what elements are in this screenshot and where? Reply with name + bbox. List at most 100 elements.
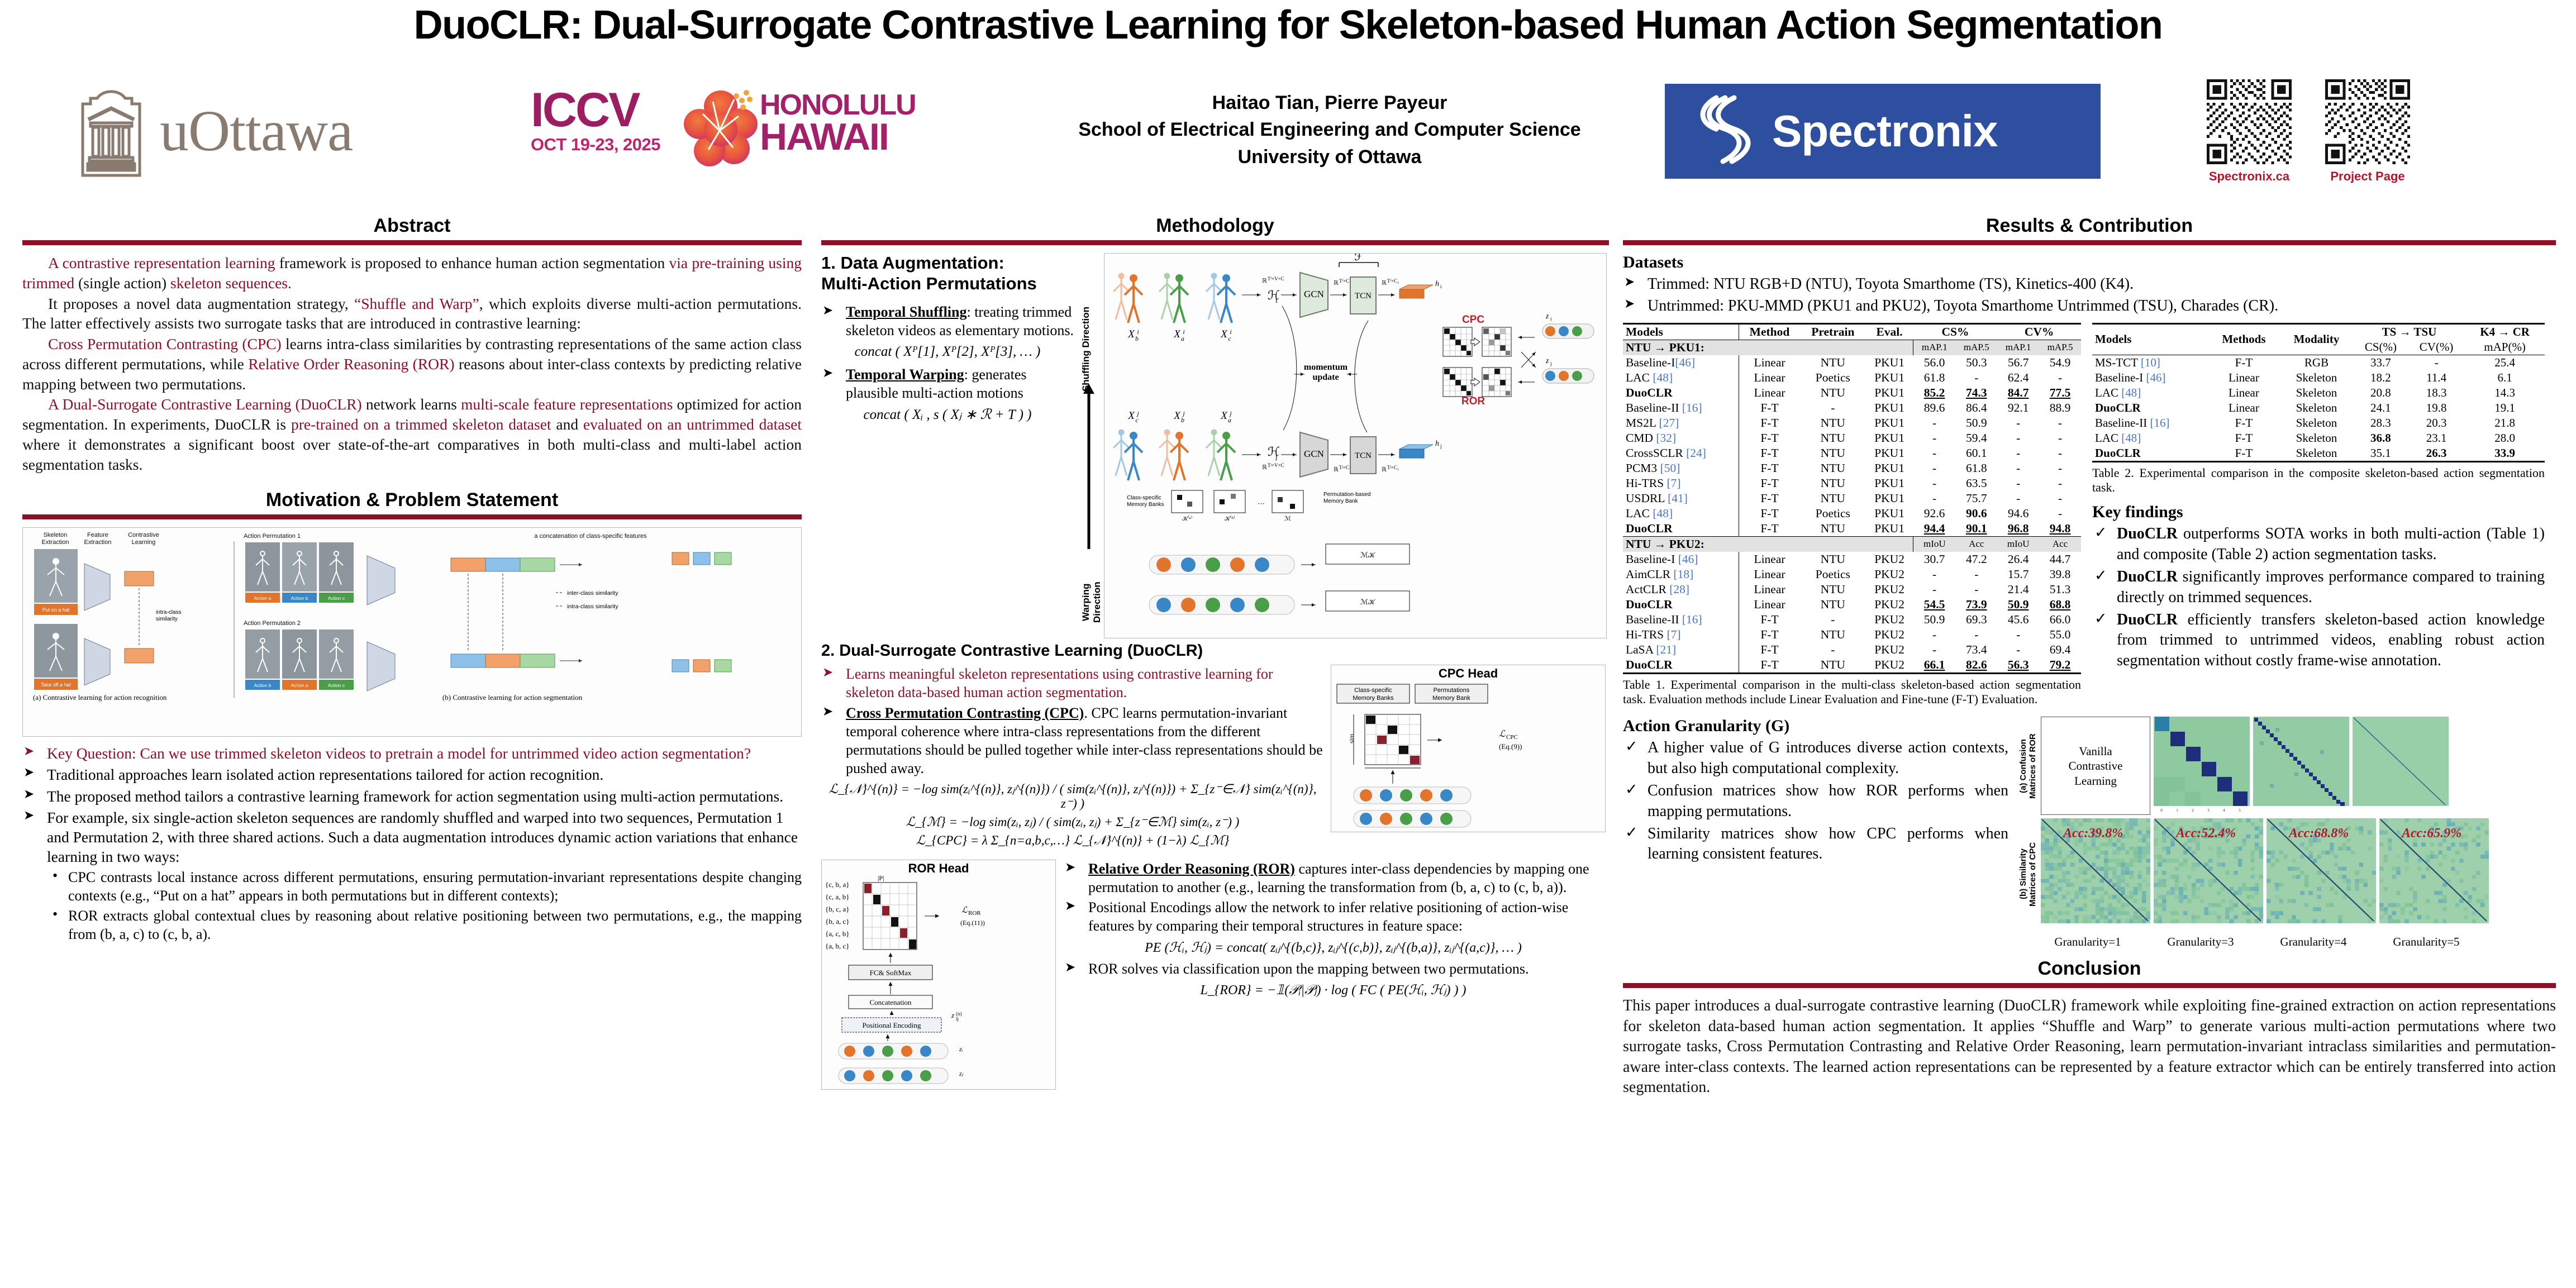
table-cell-model: Baseline-I (1626, 355, 1675, 369)
table-cell-model-wrap: USDRL [41] (1623, 491, 1739, 506)
table-cell-reference[interactable]: [10] (2140, 355, 2160, 369)
table-cell-model: Baseline-II (2095, 416, 2150, 430)
qr-block-project[interactable]: Project Page (2325, 79, 2410, 184)
table-cell-reference[interactable]: [48] (1653, 370, 1673, 384)
table-cell-model: CrossSCLR (1626, 446, 1687, 460)
cpc-text: . CPC learns permutation-invariant tempo… (846, 704, 1323, 777)
table-row: LAC [48] F-T Skeleton 36.8 23.1 28.0 (2092, 431, 2545, 446)
table-metric-header: mAP.5 (2047, 342, 2073, 353)
table-cell-value: - (1974, 370, 1979, 384)
table-row: MS-TCT [10] F-T RGB 33.7 - 25.4 (2092, 355, 2545, 370)
svg-text:c: c (1228, 335, 1231, 342)
divider-rule (1623, 983, 2556, 989)
similarity-matrix-2 (2154, 818, 2263, 924)
table-cell-reference[interactable]: [24] (1686, 446, 1706, 460)
table-cell-reference[interactable]: [7] (1666, 627, 1681, 641)
datasets-list: Trimmed: NTU RGB+D (NTU), Toyota Smartho… (1623, 274, 2556, 316)
conclusion-text: This paper introduces a dual-surrogate c… (1623, 997, 2556, 1096)
table-cell-value: - (1932, 491, 1937, 505)
svg-text:Tⁱ×C₂: Tⁱ×C₂ (1387, 278, 1399, 284)
table-cell-reference[interactable]: [16] (1682, 400, 1702, 414)
abstract-run: optimized for action segmentation. In ex… (22, 395, 802, 433)
svg-text:𝒦⁽ᵃ⁾: 𝒦⁽ᵃ⁾ (1182, 514, 1192, 522)
svg-text:j: j (1275, 452, 1278, 461)
svg-text:X: X (1127, 328, 1135, 340)
table-cell-reference[interactable]: [46] (1678, 552, 1698, 566)
shuffling-direction-label: Shuffling Direction (1080, 307, 1091, 392)
qr-block-spectronix[interactable]: Spectronix.ca (2207, 79, 2292, 184)
table-cell-reference[interactable]: [16] (2150, 416, 2170, 430)
table-cell-reference[interactable]: [18] (1673, 567, 1694, 581)
table-cell-value: 56.0 (1923, 355, 1945, 369)
table-cell-reference[interactable]: [7] (1666, 476, 1681, 490)
svg-text:j: j (1229, 409, 1232, 417)
table-cell-value: 35.1 (2370, 446, 2391, 460)
svg-text:a: a (1181, 335, 1184, 342)
table-cell-model: LaSA (1626, 642, 1656, 656)
table-metric-header: mIoU (2007, 538, 2030, 550)
table-cell-reference[interactable]: [27] (1659, 416, 1679, 430)
table-cell-reference[interactable]: [46] (2146, 370, 2166, 384)
svg-text:intra-class: intra-class (156, 609, 182, 616)
table-cell-value: - (1974, 582, 1979, 596)
similarity-matrix-cell: Acc:39.8% (2041, 818, 2150, 933)
iccv-date: OCT 19-23, 2025 (531, 135, 661, 155)
table-cell-pretrain: NTU (1820, 552, 1845, 566)
svg-text:(a) Contrastive learning for a: (a) Contrastive learning for action reco… (33, 693, 167, 702)
ror-head-title: ROR Head (908, 861, 969, 875)
divider-rule (22, 514, 802, 520)
table-cell-value: 90.1 (1965, 521, 1987, 535)
table-cell-reference[interactable]: [48] (2121, 385, 2141, 399)
svg-text:Action a: Action a (254, 595, 272, 601)
abstract-run: framework is proposed to enhance human a… (275, 254, 669, 271)
svg-text:a: a (1228, 416, 1231, 424)
th-cs-pct: CS(%) (2364, 340, 2397, 354)
table-cell-value: - (2058, 491, 2063, 505)
table-cell-reference[interactable]: [16] (1682, 612, 1702, 626)
confusion-matrix-g5 (2353, 717, 2449, 807)
table-cell-reference[interactable]: [28] (1669, 582, 1690, 596)
granularity-bullet: Confusion matrices show how ROR performs… (1623, 780, 2008, 822)
accuracy-annotation: Acc:52.4% (2176, 826, 2236, 841)
qr-code-icon[interactable] (2207, 79, 2292, 164)
svg-text:𝒦⁽ᵇ⁾: 𝒦⁽ᵇ⁾ (1225, 514, 1235, 522)
table-cell-reference[interactable]: [46] (1675, 355, 1696, 369)
author-university: University of Ottawa (1237, 146, 1422, 168)
table-cell-reference[interactable]: [32] (1656, 431, 1677, 445)
divider-rule (22, 240, 802, 245)
table-cell-reference[interactable]: [48] (1653, 506, 1673, 520)
table-cell-reference[interactable]: [41] (1668, 491, 1688, 505)
table-cell-reference[interactable]: [48] (2121, 431, 2141, 445)
svg-text:Permutation-based: Permutation-based (1323, 492, 1371, 498)
table-row: AimCLR [18] Linear Poetics PKU2- -15.7 39.8 (1623, 566, 2081, 582)
svg-text:Positional Encoding: Positional Encoding (862, 1021, 921, 1029)
svg-text:GCN: GCN (1304, 289, 1324, 299)
svg-text:j: j (1550, 361, 1552, 366)
method-bullet-learns-representations: Learns meaningful skeleton representatio… (821, 664, 1324, 702)
row-a-label: (a) Confusion Matrices of ROR (2018, 734, 2037, 799)
svg-text:ℋ: ℋ (1268, 445, 1280, 459)
th-map-pct: mAP(%) (2484, 340, 2526, 354)
abstract-highlight: A contrastive representation learning (48, 254, 275, 271)
svg-text:i: i (1230, 328, 1231, 336)
accuracy-annotation: Acc:39.8% (2063, 826, 2123, 841)
svg-text:update: update (1312, 373, 1339, 382)
th-models: Models (2095, 332, 2132, 346)
table-cell-method: F-T (1738, 521, 1801, 537)
table-cell-pretrain: NTU (1820, 446, 1845, 460)
svg-text:FC& SoftMax: FC& SoftMax (870, 969, 912, 977)
table-cell-reference[interactable]: [21] (1656, 642, 1677, 656)
svg-text:momentum: momentum (1304, 362, 1348, 372)
table-cell-reference[interactable]: [50] (1660, 461, 1680, 475)
svg-text:Concatenation: Concatenation (869, 998, 912, 1006)
abstract-highlight: evaluated on an untrimmed dataset (583, 416, 802, 433)
granularity-label: Granularity=1 (2054, 935, 2121, 949)
svg-text:Action b: Action b (291, 595, 308, 601)
key-findings-list: DuoCLR outperforms SOTA works in both mu… (2092, 523, 2545, 671)
qr-code-icon[interactable] (2325, 79, 2410, 164)
abstract-highlight: via pre-training using trimmed (22, 254, 802, 292)
abstract-run: network learns (361, 395, 461, 413)
table-cell-model: CMD (1626, 431, 1656, 445)
table-cell-value: - (2016, 431, 2021, 445)
table-cell-method: F-T (1738, 505, 1801, 521)
